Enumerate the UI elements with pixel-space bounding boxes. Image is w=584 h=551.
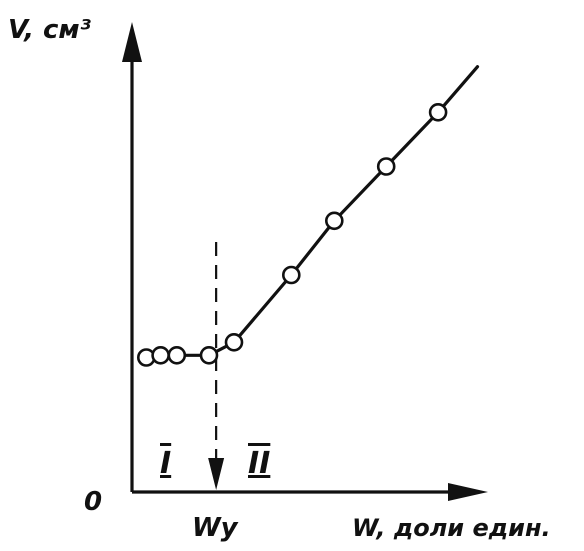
data-curve (144, 65, 480, 360)
y-axis-label: V, см³ (8, 15, 92, 45)
x-axis-arrow (448, 483, 488, 501)
x-axis-label: W, доли един. (352, 514, 551, 542)
region-label-1: I (160, 446, 171, 481)
data-point-8 (376, 157, 396, 176)
y-axis-arrow (122, 22, 142, 62)
wy-marker-arrow (208, 458, 225, 490)
data-point-4 (199, 345, 219, 365)
data-point-5 (224, 332, 244, 352)
origin-label: 0 (84, 487, 102, 517)
data-point-9 (428, 103, 448, 122)
wy-label: Wу (192, 513, 239, 543)
data-point-6 (281, 265, 301, 285)
data-point-3 (167, 345, 187, 365)
data-point-7 (324, 211, 344, 231)
data-point-2 (151, 345, 170, 365)
data-points (137, 103, 448, 367)
region-label-2: II (248, 446, 270, 481)
